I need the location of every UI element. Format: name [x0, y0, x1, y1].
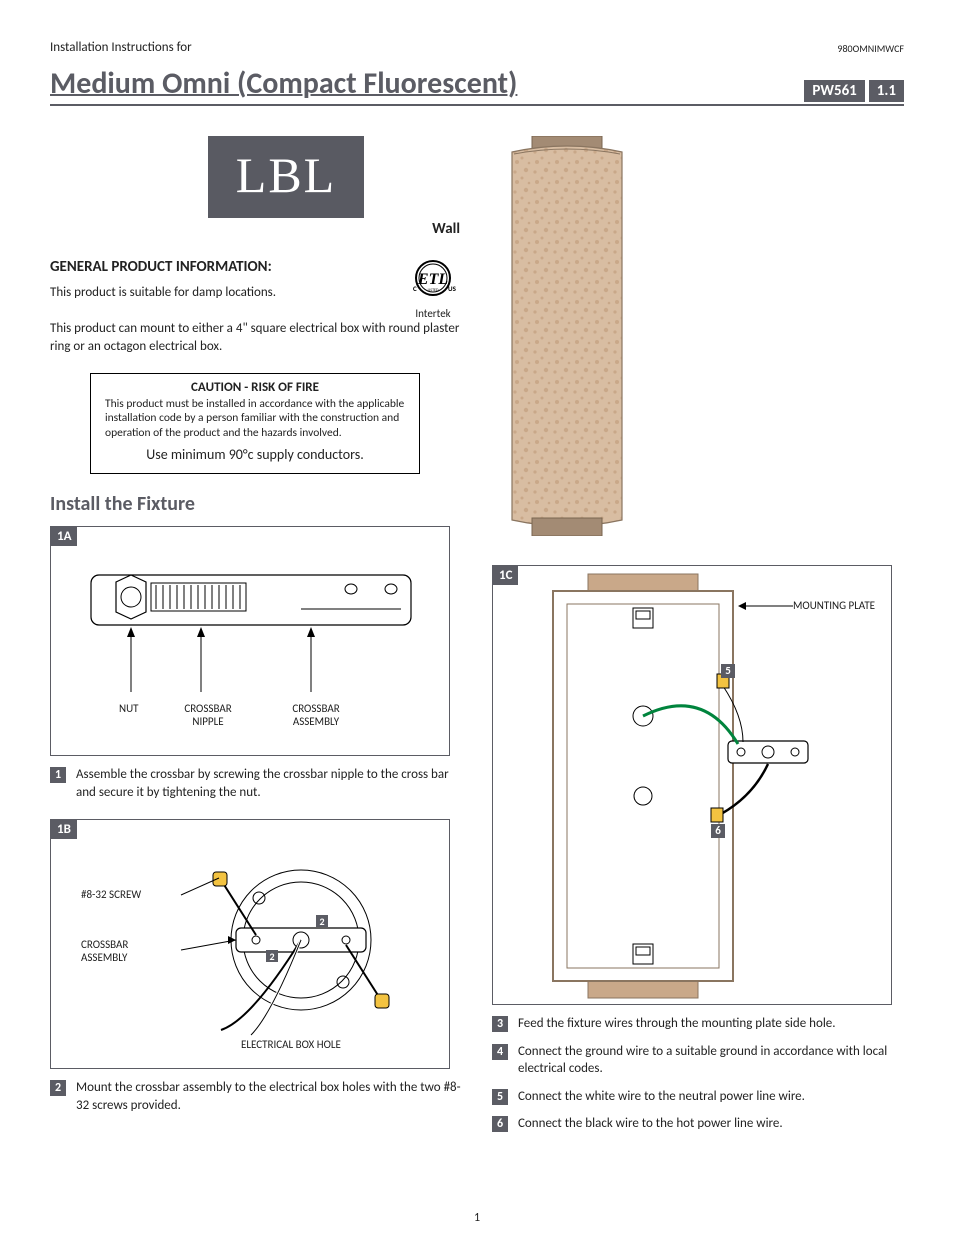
etl-text: ETL: [417, 271, 448, 288]
step-4-number: 4: [492, 1044, 508, 1060]
brand-logo: LBL: [208, 136, 364, 218]
caution-footer: Use minimum 90°c supply conductors.: [105, 446, 405, 463]
svg-text:2: 2: [269, 950, 274, 963]
step-5-number: 5: [492, 1089, 508, 1105]
listed-text: LISTED: [428, 288, 439, 293]
step-4: 4 Connect the ground wire to a suitable …: [492, 1043, 904, 1078]
nut-label: NUT: [119, 702, 139, 715]
document-code: 980OMNIMWCF: [837, 42, 904, 55]
rev-badge: 1.1: [869, 80, 904, 102]
step-3: 3 Feed the fixture wires through the mou…: [492, 1015, 904, 1033]
caution-body: This product must be installed in accord…: [105, 397, 405, 440]
figure-1c: 1C: [492, 565, 892, 1005]
product-illustration: [492, 136, 642, 536]
step-1: 1 Assemble the crossbar by screwing the …: [50, 766, 462, 801]
step-3-number: 3: [492, 1016, 508, 1032]
info-paragraph-2: This product can mount to either a 4" sq…: [50, 320, 462, 355]
general-info-heading: GENERAL PRODUCT INFORMATION:: [50, 258, 392, 276]
step-5-text: Connect the white wire to the neutral po…: [518, 1088, 805, 1106]
svg-text:US: US: [448, 284, 457, 293]
install-heading: Install the Fixture: [50, 492, 462, 516]
crossbar-assembly-label: CROSSBAR ASSEMBLY: [276, 702, 356, 728]
step-3-text: Feed the fixture wires through the mount…: [518, 1015, 836, 1033]
page-number: 1: [474, 1211, 480, 1225]
figure-1a: 1A: [50, 526, 450, 756]
crossbar-nipple-label: CROSSBAR NIPPLE: [173, 702, 243, 728]
step-5: 5 Connect the white wire to the neutral …: [492, 1088, 904, 1106]
svg-text:2: 2: [319, 915, 324, 928]
model-rev-badges: PW561 1.1: [804, 80, 904, 102]
figure-1c-label: 1C: [493, 566, 518, 585]
info-paragraph-1: This product is suitable for damp locati…: [50, 284, 392, 302]
step-2: 2 Mount the crossbar assembly to the ele…: [50, 1079, 462, 1114]
brand-logo-block: LBL Wall: [110, 136, 462, 238]
caution-title: CAUTION - RISK OF FIRE: [105, 380, 405, 395]
figure-1b: 1B: [50, 819, 450, 1069]
step-1-number: 1: [50, 767, 66, 783]
mounting-plate-label: MOUNTING PLATE: [793, 599, 875, 612]
brand-subtitle: Wall: [432, 220, 460, 238]
callout-6: 6: [711, 824, 725, 838]
electrical-box-hole-label: ELECTRICAL BOX HOLE: [241, 1038, 341, 1051]
svg-text:C: C: [413, 284, 417, 293]
step-4-text: Connect the ground wire to a suitable gr…: [518, 1043, 904, 1078]
step-6-text: Connect the black wire to the hot power …: [518, 1115, 783, 1133]
step-6-number: 6: [492, 1116, 508, 1132]
callout-5: 5: [721, 664, 735, 678]
assembly-label-1b: CROSSBAR ASSEMBLY: [81, 938, 156, 964]
figure-1a-label: 1A: [51, 527, 77, 546]
screw-label: #8-32 SCREW: [81, 888, 141, 901]
step-2-number: 2: [50, 1080, 66, 1096]
figure-1b-label: 1B: [51, 820, 77, 839]
step-2-text: Mount the crossbar assembly to the elect…: [76, 1079, 462, 1114]
caution-box: CAUTION - RISK OF FIRE This product must…: [90, 373, 420, 474]
step-6: 6 Connect the black wire to the hot powe…: [492, 1115, 904, 1133]
certification-mark: ETL LISTED C US Intertek: [404, 258, 462, 320]
instructions-for-label: Installation Instructions for: [50, 40, 192, 55]
model-badge: PW561: [804, 80, 864, 102]
page-title: Medium Omni (Compact Fluorescent): [50, 65, 517, 102]
intertek-label: Intertek: [404, 307, 462, 320]
step-1-text: Assemble the crossbar by screwing the cr…: [76, 766, 462, 801]
